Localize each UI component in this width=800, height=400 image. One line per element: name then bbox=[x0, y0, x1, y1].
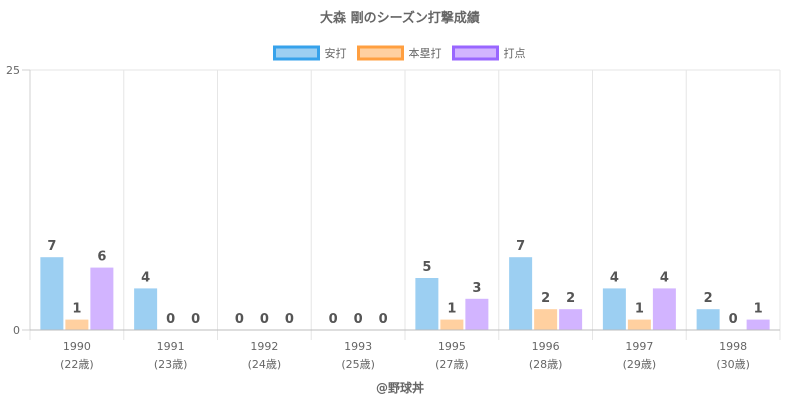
data-label-打点-1995: 3 bbox=[472, 281, 481, 296]
data-label-本塁打-1991: 0 bbox=[166, 312, 175, 327]
legend: 安打 本塁打 打点 bbox=[273, 45, 526, 61]
bars bbox=[40, 257, 770, 330]
data-labels: 7 1 6 4 0 0 0 0 0 0 0 0 5 1 3 7 2 2 4 1 4 2 0 1 bbox=[47, 239, 762, 327]
x-tick-sublabel: (27歳) bbox=[435, 358, 469, 371]
x-axis: 1990 (22歳) 1991 (23歳) 1992 (24歳) 1993 (25歳) 1995… bbox=[30, 329, 780, 371]
legend-label-打点: 打点 bbox=[504, 46, 526, 60]
x-tick-label: 1998 bbox=[719, 340, 747, 353]
bar-打点-1997 bbox=[652, 288, 676, 330]
bar-打点-1998 bbox=[746, 319, 770, 330]
data-label-本塁打-1996: 2 bbox=[541, 291, 550, 306]
y-axis: 0 25 bbox=[6, 64, 31, 337]
legend-swatch-安打 bbox=[273, 45, 320, 61]
x-tick-sublabel: (22歳) bbox=[60, 358, 94, 371]
footer-credit: @野球丼 bbox=[376, 380, 424, 395]
bar-打点-1995 bbox=[465, 298, 489, 330]
bar-本塁打-1995 bbox=[440, 319, 464, 330]
y-tick-label: 0 bbox=[13, 324, 20, 337]
chart-title: 大森 剛のシーズン打撃成績 bbox=[320, 10, 480, 26]
x-tick-label: 1996 bbox=[532, 340, 560, 353]
x-tick-sublabel: (24歳) bbox=[248, 358, 282, 371]
bar-安打-1995 bbox=[415, 278, 439, 330]
bar-安打-1990 bbox=[40, 257, 64, 330]
x-tick-sublabel: (23歳) bbox=[154, 358, 188, 371]
data-label-安打-1992: 0 bbox=[235, 312, 244, 327]
x-tick-label: 1992 bbox=[250, 340, 278, 353]
x-tick-label: 1997 bbox=[625, 340, 653, 353]
data-label-安打-1993: 0 bbox=[329, 312, 338, 327]
bar-安打-1997 bbox=[602, 288, 626, 330]
data-label-安打-1990: 7 bbox=[47, 239, 56, 254]
data-label-本塁打-1997: 1 bbox=[635, 302, 644, 317]
data-label-打点-1997: 4 bbox=[660, 270, 669, 285]
bar-安打-1991 bbox=[134, 288, 158, 330]
x-tick-label: 1990 bbox=[63, 340, 91, 353]
x-tick-label: 1993 bbox=[344, 340, 372, 353]
data-label-本塁打-1995: 1 bbox=[447, 302, 456, 317]
data-label-打点-1992: 0 bbox=[285, 312, 294, 327]
data-label-安打-1998: 2 bbox=[704, 291, 713, 306]
data-label-打点-1998: 1 bbox=[754, 302, 763, 317]
data-label-本塁打-1993: 0 bbox=[354, 312, 363, 327]
data-label-本塁打-1998: 0 bbox=[729, 312, 738, 327]
x-tick-label: 1995 bbox=[438, 340, 466, 353]
bar-本塁打-1997 bbox=[627, 319, 651, 330]
bar-本塁打-1996 bbox=[534, 309, 558, 330]
data-label-打点-1990: 6 bbox=[97, 250, 106, 265]
x-tick-sublabel: (28歳) bbox=[529, 358, 563, 371]
legend-label-本塁打: 本塁打 bbox=[409, 46, 442, 60]
data-label-安打-1995: 5 bbox=[422, 260, 431, 275]
data-label-安打-1997: 4 bbox=[610, 270, 619, 285]
legend-swatch-本塁打 bbox=[357, 45, 404, 61]
x-tick-sublabel: (25歳) bbox=[341, 358, 375, 371]
x-tick-sublabel: (29歳) bbox=[623, 358, 657, 371]
data-label-打点-1996: 2 bbox=[566, 291, 575, 306]
x-tick-sublabel: (30歳) bbox=[716, 358, 750, 371]
data-label-安打-1996: 7 bbox=[516, 239, 525, 254]
bar-安打-1996 bbox=[509, 257, 533, 330]
y-tick-label: 25 bbox=[6, 64, 20, 77]
data-label-本塁打-1990: 1 bbox=[72, 302, 81, 317]
legend-label-安打: 安打 bbox=[325, 46, 347, 60]
bar-安打-1998 bbox=[696, 309, 720, 330]
data-label-打点-1993: 0 bbox=[379, 312, 388, 327]
legend-swatch-打点 bbox=[452, 45, 499, 61]
data-label-安打-1991: 4 bbox=[141, 270, 150, 285]
bar-打点-1996 bbox=[559, 309, 583, 330]
data-label-打点-1991: 0 bbox=[191, 312, 200, 327]
x-tick-label: 1991 bbox=[157, 340, 185, 353]
bar-本塁打-1990 bbox=[65, 319, 89, 330]
data-label-本塁打-1992: 0 bbox=[260, 312, 269, 327]
bar-打点-1990 bbox=[90, 267, 114, 330]
